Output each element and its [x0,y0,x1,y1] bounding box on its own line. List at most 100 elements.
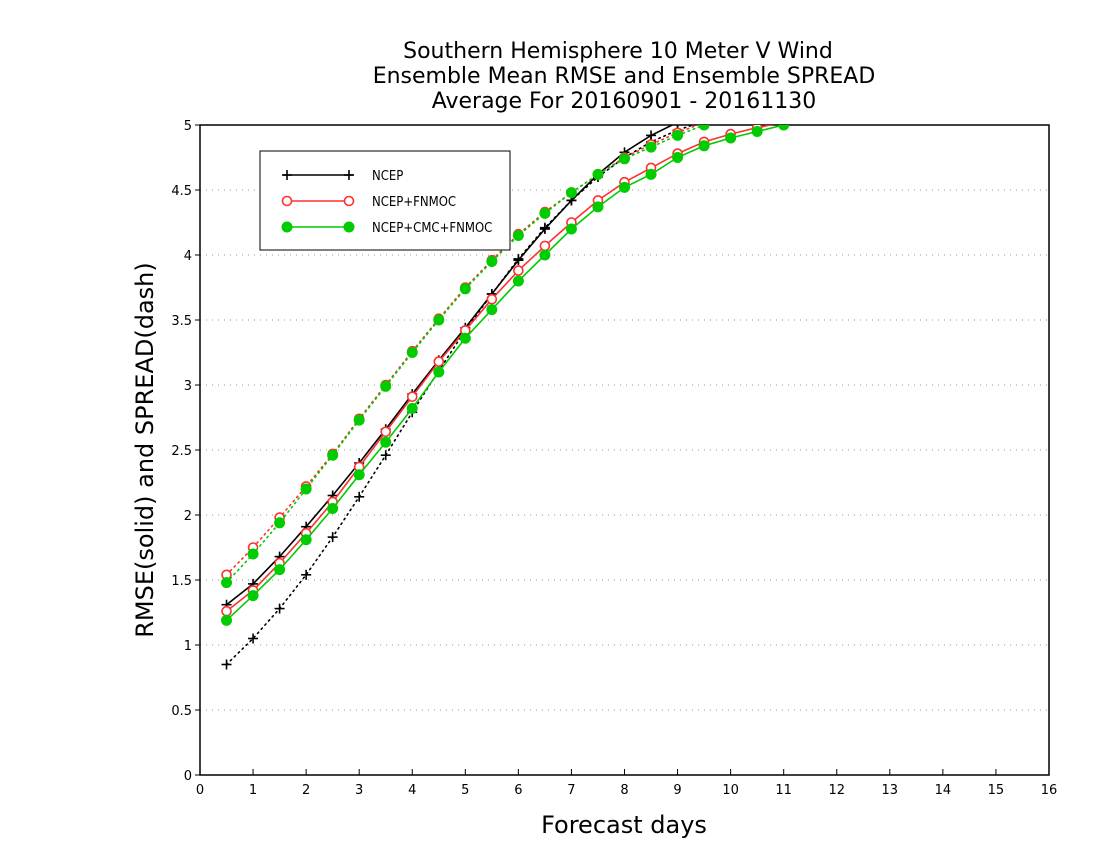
spread-point [300,483,312,495]
rmse-point [247,590,259,602]
rmse-point [539,249,551,261]
legend-item: NCEP+FNMOC [281,195,456,210]
spread-point [354,491,365,502]
spread-point [221,577,233,589]
spread-point [380,380,392,392]
legend-marker-left [281,221,293,233]
spread-point [248,633,259,644]
rmse-point [327,503,339,514]
rmse-point [646,130,657,141]
legend-label: NCEP [372,169,403,184]
x-tick-label: 11 [775,783,792,798]
rmse-point [433,356,445,367]
spread-point [274,517,286,529]
x-tick-label: 4 [408,783,416,798]
spread-point [565,187,577,199]
x-tick-label: 10 [722,783,739,798]
y-axis-label: RMSE(solid) and SPREAD(dash) [131,262,159,638]
rmse-point [406,391,418,403]
rmse-point [513,265,524,276]
rmse-point [751,126,763,137]
rmse-point [380,426,392,438]
rmse-point [539,224,550,234]
x-tick-label: 13 [882,783,899,798]
axis-ticks: 00.511.522.533.544.550 1 2 3 4 5 6 7 8 9 10 11 12 13 1… [171,119,1057,798]
chart-title-line-2: Ensemble Mean RMSE and Ensemble SPREAD [373,64,876,89]
spread-point [380,450,391,461]
rmse-point [672,152,684,163]
x-tick-label: 8 [620,783,628,798]
y-tick-label: 0 [184,769,192,784]
x-tick-label: 2 [302,783,310,798]
legend-item: NCEP [282,169,403,184]
legend-label: NCEP+CMC+FNMOC [372,221,492,236]
legend-marker-right [343,221,355,233]
spread-point [221,659,232,670]
x-tick-label: 16 [1041,783,1058,798]
rmse-point [725,132,737,144]
x-tick-label: 15 [988,783,1005,798]
chart-title-line-1: Southern Hemisphere 10 Meter V Wind [403,39,833,64]
chart-title-line-3: Average For 20160901 - 20161130 [432,89,817,114]
spread-point [433,314,445,326]
rmse-point [274,564,286,576]
rmse-point [513,255,524,266]
x-axis-label: Forecast days [541,811,707,839]
spread-point [301,569,312,580]
y-tick-label: 0.5 [171,704,192,719]
rmse-point [486,304,498,316]
y-tick-label: 3 [184,379,192,394]
legend-marker-right [343,195,355,207]
spread-point [247,548,259,560]
y-tick-label: 5 [184,119,192,134]
spread-point [406,347,418,358]
x-tick-label: 5 [461,783,469,798]
spread-point [327,532,338,543]
x-tick-label: 6 [514,783,522,798]
spread-point [645,141,657,153]
y-tick-label: 1.5 [171,574,192,589]
y-tick-label: 2 [184,509,192,524]
spread-point [619,153,630,165]
x-tick-label: 14 [935,783,952,798]
rmse-point [698,140,710,152]
spread-point [459,283,471,295]
y-tick-label: 4 [184,249,192,264]
rmse-point [221,605,232,617]
x-tick-label: 3 [355,783,363,798]
legend-marker-left [281,195,293,207]
rmse-line [225,125,784,621]
spread-point [698,125,710,131]
rmse-point [221,614,233,626]
legend-marker-left [282,170,292,180]
legend: NCEP NCEP+FNMOC NCEP+CMC+FNMOC [259,150,511,251]
spread-point [353,414,365,426]
y-tick-label: 3.5 [171,314,192,329]
rmse-line [226,125,775,612]
x-tick-label: 7 [567,783,575,798]
spread-point [672,129,684,141]
rmse-point [676,125,679,128]
y-tick-label: 4.5 [171,184,192,199]
rmse-line [226,125,675,606]
spread-point [327,449,339,461]
x-tick-label: 0 [196,783,204,798]
rmse-point [380,436,392,448]
rmse-point [619,181,630,193]
legend-item: NCEP+CMC+FNMOC [281,221,492,236]
y-tick-label: 2.5 [171,444,192,459]
rmse-point [300,534,312,546]
rmse-point [592,201,604,213]
rmse-point [565,223,577,235]
rmse-point [433,366,445,378]
legend-marker-right [344,170,354,180]
rmse-point [486,293,498,305]
rmse-point [353,469,365,481]
x-tick-label: 9 [673,783,681,798]
spread-point [539,207,551,219]
x-tick-label: 1 [249,783,257,798]
spread-point [274,603,285,614]
rmse-point [406,402,418,414]
rmse-point [539,240,551,252]
